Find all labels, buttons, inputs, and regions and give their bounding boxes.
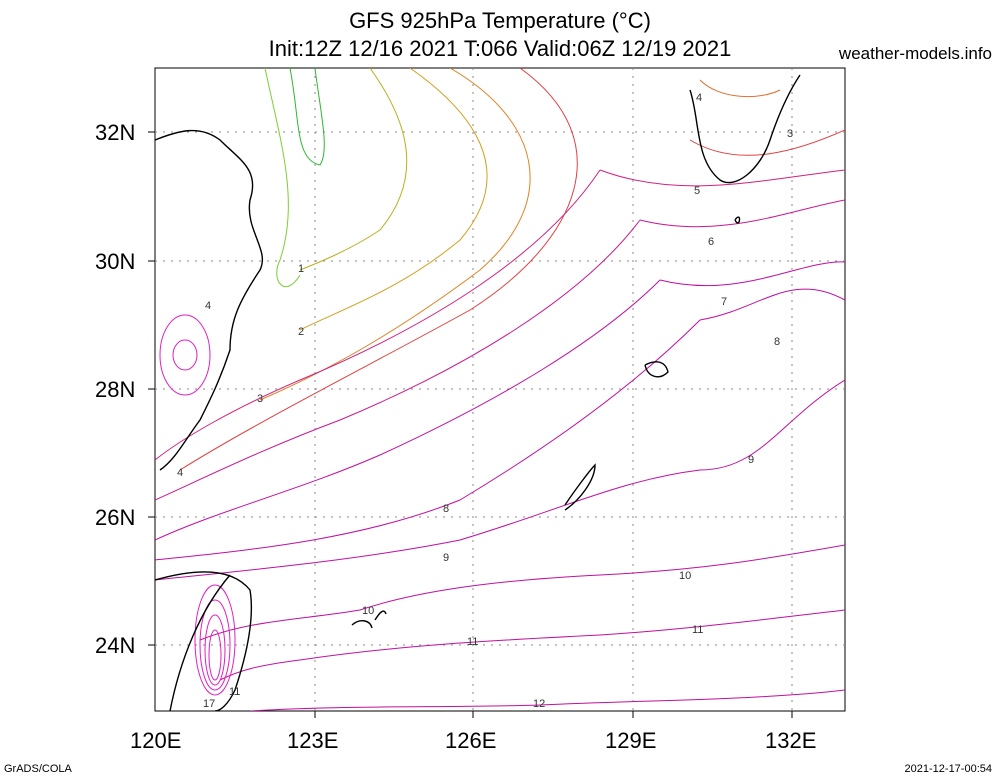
contour-line xyxy=(155,169,845,461)
contour-label: 3 xyxy=(787,128,793,140)
contour-label: 11 xyxy=(692,624,703,636)
contour-line xyxy=(204,614,226,686)
contour-label: 10 xyxy=(679,570,691,582)
contour-line xyxy=(699,79,781,98)
contour-label: 17 xyxy=(203,698,215,710)
axis-ticks xyxy=(148,131,793,718)
contour-line xyxy=(179,68,578,471)
contour-line xyxy=(208,629,222,681)
contour-label: 9 xyxy=(748,454,754,466)
coastline-amami xyxy=(644,361,669,378)
lon-label-132e: 132E xyxy=(765,728,816,753)
contour-line xyxy=(299,68,488,331)
lat-label-28n: 28N xyxy=(95,377,135,402)
contour-labels: 1 2 3 4 4 5 6 7 8 8 9 9 10 10 11 11 11 1… xyxy=(177,92,793,710)
contour-label: 4 xyxy=(696,92,702,104)
title-line-1: GFS 925hPa Temperature (°C) xyxy=(349,8,651,33)
lon-label-123e: 123E xyxy=(287,728,338,753)
contour-label: 3 xyxy=(257,393,263,405)
lat-label-24n: 24N xyxy=(95,633,135,658)
contour-line xyxy=(194,584,236,696)
contour-label: 2 xyxy=(298,326,304,338)
contour-line xyxy=(199,544,845,641)
contour-line xyxy=(219,609,845,681)
contour-line xyxy=(199,599,231,691)
contour-line xyxy=(264,68,301,288)
footer-right: 2021-12-17-00:54 xyxy=(904,763,992,775)
contour-label: 7 xyxy=(721,296,727,308)
coastline-sakishima xyxy=(351,610,387,629)
coastline-taiwan xyxy=(155,571,253,711)
gridlines xyxy=(155,68,845,711)
lat-label-32n: 32N xyxy=(95,120,135,145)
contour-line xyxy=(172,339,198,371)
contour-line xyxy=(249,689,845,711)
contour-line xyxy=(159,314,211,396)
lat-label-26n: 26N xyxy=(95,505,135,530)
contour-line xyxy=(155,199,845,501)
contour-label: 6 xyxy=(708,236,714,248)
coastline-island xyxy=(734,216,741,224)
contour-label: 11 xyxy=(467,636,478,648)
contour-label: 10 xyxy=(362,605,374,617)
contour-line xyxy=(155,379,845,581)
contour-line xyxy=(155,288,845,561)
contour-line xyxy=(299,68,408,271)
lon-label-126e: 126E xyxy=(445,728,496,753)
contour-label: 4 xyxy=(177,467,183,479)
contour-line xyxy=(289,68,325,166)
contour-label: 8 xyxy=(443,503,449,515)
contour-label: 1 xyxy=(298,263,304,275)
lon-label-120e: 120E xyxy=(130,728,181,753)
coastline-kyushu xyxy=(689,74,801,184)
contour-label: 5 xyxy=(694,185,700,197)
site-credit: weather-models.info xyxy=(838,44,992,63)
contour-line xyxy=(689,129,845,156)
contour-label: 11 xyxy=(229,686,240,698)
footer-left: GrADS/COLA xyxy=(4,763,72,775)
contour-label: 12 xyxy=(533,698,545,710)
contour-label: 9 xyxy=(443,552,449,564)
contour-line xyxy=(155,261,845,541)
title-line-2: Init:12Z 12/16 2021 T:066 Valid:06Z 12/1… xyxy=(268,36,732,61)
coastline-taiwan-west xyxy=(169,574,231,711)
coastline-china xyxy=(155,129,264,471)
lat-label-30n: 30N xyxy=(95,249,135,274)
lon-label-129e: 129E xyxy=(605,728,656,753)
coastline-okinawa xyxy=(564,463,596,511)
contour-label: 4 xyxy=(205,300,211,312)
contour-label: 8 xyxy=(774,336,780,348)
